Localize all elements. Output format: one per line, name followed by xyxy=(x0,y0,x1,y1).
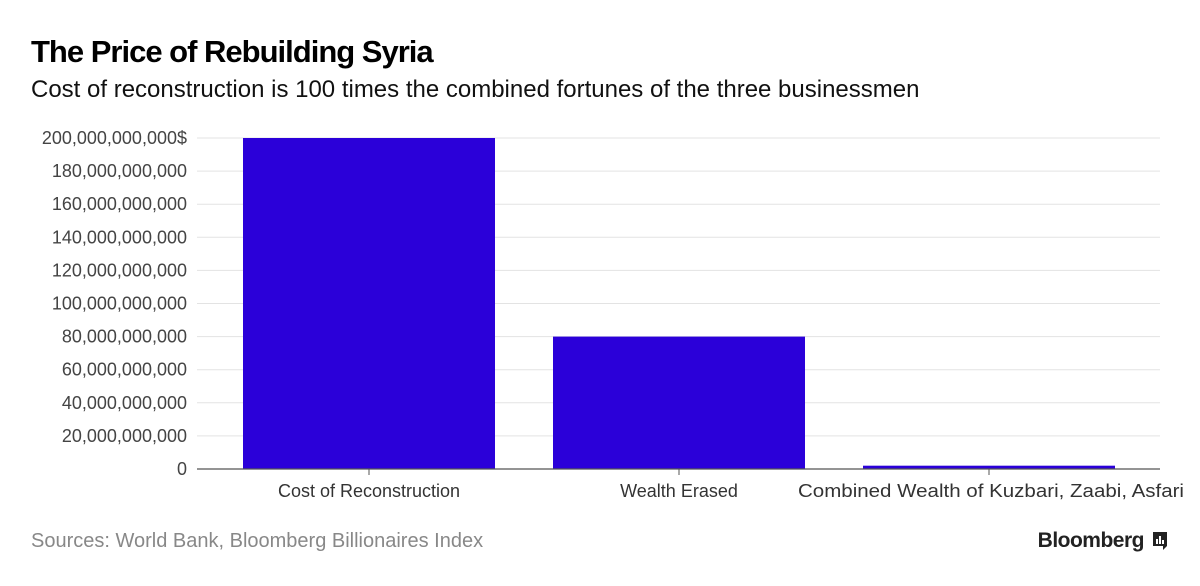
bar-chart-icon xyxy=(1153,532,1167,550)
y-tick-label: 60,000,000,000 xyxy=(62,360,187,380)
x-axis: Cost of Reconstruction Wealth Erased Combi… xyxy=(197,468,1184,501)
x-tick-label: Cost of Reconstruction xyxy=(278,481,460,501)
x-tick-label: Wealth Erased xyxy=(620,481,738,501)
y-tick-label: 0 xyxy=(177,459,187,479)
bar-chart: 0 20,000,000,000 40,000,000,000 60,000,000,… xyxy=(42,128,1184,501)
bar xyxy=(553,336,805,469)
y-tick-label: 40,000,000,000 xyxy=(62,393,187,413)
y-tick-label: 160,000,000,000 xyxy=(52,194,187,214)
y-tick-label: 100,000,000,000 xyxy=(52,294,187,314)
bar xyxy=(243,138,495,469)
bar xyxy=(863,465,1115,469)
bloomberg-logo: Bloomberg xyxy=(1037,529,1145,552)
y-tick-label: 80,000,000,000 xyxy=(62,327,187,347)
y-tick-label: 140,000,000,000 xyxy=(52,227,187,247)
y-tick-label: 180,000,000,000 xyxy=(52,161,187,181)
y-tick-label: 20,000,000,000 xyxy=(62,426,187,446)
chart-subtitle: Cost of reconstruction is 100 times the … xyxy=(31,76,920,103)
y-tick-label: 200,000,000,000$ xyxy=(42,128,187,148)
x-tick-label: Combined Wealth of Kuzbari, Zaabi, Asfar… xyxy=(798,481,1184,501)
y-axis-ticks: 0 20,000,000,000 40,000,000,000 60,000,000,… xyxy=(42,128,187,479)
source-note: Sources: World Bank, Bloomberg Billionai… xyxy=(31,530,484,552)
chart-title: The Price of Rebuilding Syria xyxy=(31,34,434,69)
y-tick-label: 120,000,000,000 xyxy=(52,260,187,280)
bars xyxy=(243,138,1115,469)
